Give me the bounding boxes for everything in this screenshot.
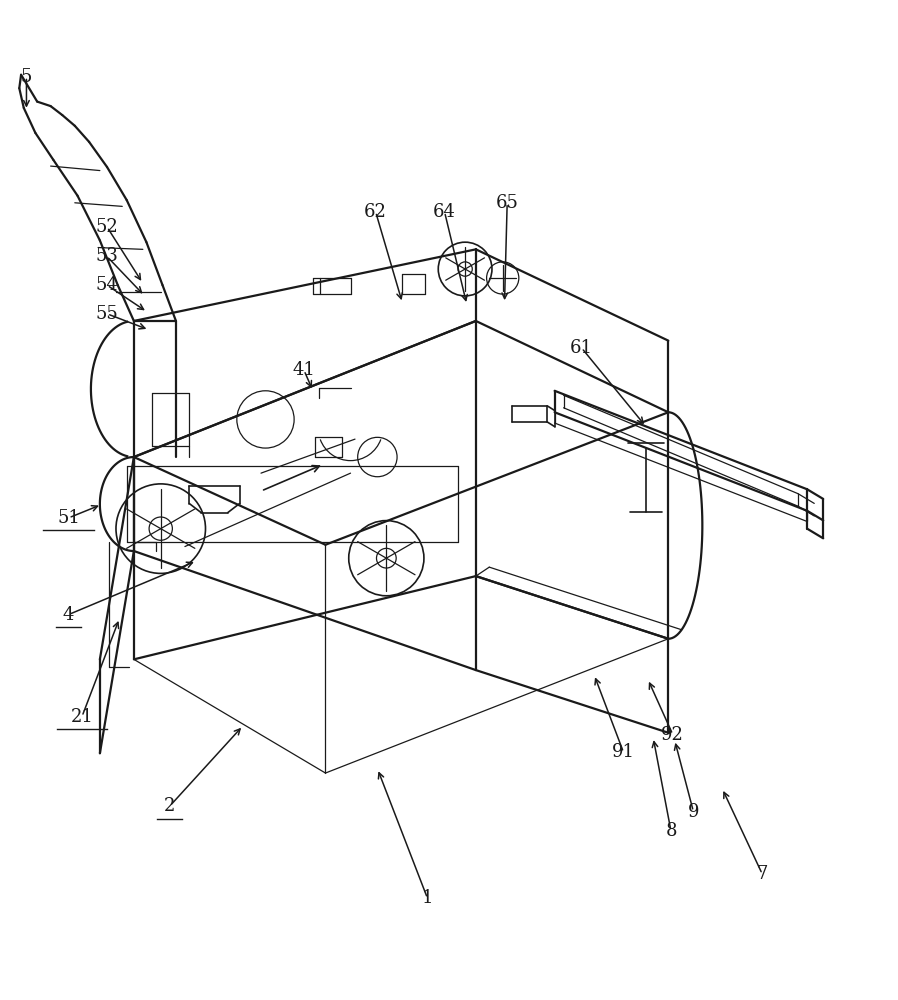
Text: 1: 1 xyxy=(422,889,433,907)
Text: 51: 51 xyxy=(57,509,80,527)
Text: 64: 64 xyxy=(433,203,456,221)
Text: 9: 9 xyxy=(688,803,700,821)
Text: 53: 53 xyxy=(95,247,119,265)
Text: 92: 92 xyxy=(661,726,684,744)
Text: 91: 91 xyxy=(612,743,635,761)
Text: 41: 41 xyxy=(293,361,315,379)
Text: 4: 4 xyxy=(63,606,75,624)
Text: 65: 65 xyxy=(496,194,519,212)
Text: 62: 62 xyxy=(365,203,387,221)
Text: 61: 61 xyxy=(570,339,593,357)
Text: 54: 54 xyxy=(96,276,119,294)
Text: 7: 7 xyxy=(757,865,768,883)
Text: 21: 21 xyxy=(71,708,93,726)
Text: 2: 2 xyxy=(164,797,175,815)
Text: 55: 55 xyxy=(96,305,119,323)
Text: 5: 5 xyxy=(21,68,32,86)
Text: 8: 8 xyxy=(665,822,677,840)
Text: 52: 52 xyxy=(96,218,119,236)
